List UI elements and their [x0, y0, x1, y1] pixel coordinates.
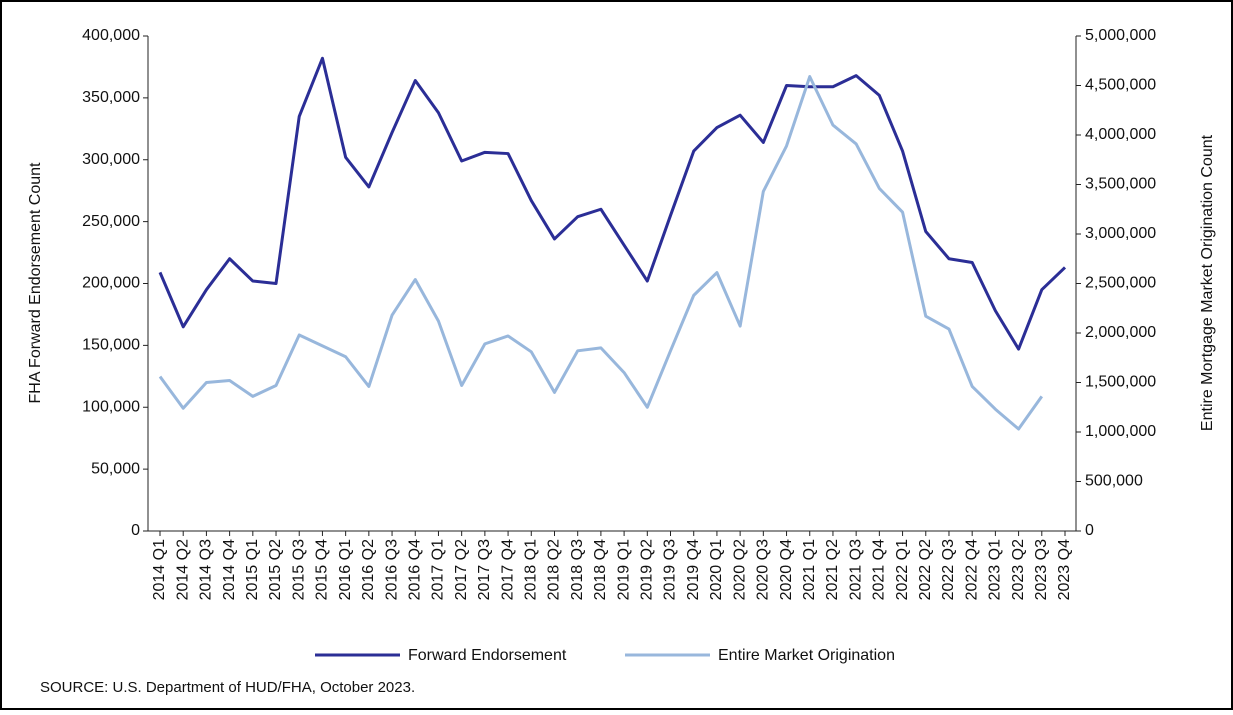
legend-label: Entire Market Origination	[718, 647, 895, 664]
series-line	[158, 75, 1044, 431]
y-tick-label: 350,000	[82, 89, 140, 106]
x-tick-label: 2014 Q3	[198, 539, 215, 600]
y-tick-label: 400,000	[82, 27, 140, 44]
x-tick-label: 2019 Q1	[615, 539, 632, 600]
x-tick-label: 2018 Q2	[546, 539, 563, 600]
y2-tick-label: 2,000,000	[1085, 324, 1156, 341]
x-tick-label: 2017 Q2	[453, 539, 470, 600]
x-tick-label: 2023 Q4	[1056, 539, 1073, 600]
x-tick-label: 2021 Q3	[847, 539, 864, 600]
x-tick-label: 2019 Q2	[639, 539, 656, 600]
x-tick-label: 2023 Q2	[1010, 539, 1027, 600]
x-tick-label: 2019 Q4	[685, 539, 702, 600]
x-tick-label: 2015 Q1	[244, 539, 261, 600]
x-tick-label: 2016 Q1	[337, 539, 354, 600]
y2-axis-title: Entire Mortgage Market Origination Count	[1199, 134, 1216, 431]
y-tick-label: 150,000	[82, 337, 140, 354]
y-tick-label: 0	[131, 522, 140, 539]
x-tick-label: 2018 Q3	[569, 539, 586, 600]
y2-tick-label: 4,500,000	[1085, 77, 1156, 94]
x-tick-label: 2021 Q4	[871, 539, 888, 600]
x-tick-label: 2016 Q4	[406, 539, 423, 600]
y2-tick-label: 5,000,000	[1085, 27, 1156, 44]
x-tick-label: 2023 Q3	[1033, 539, 1050, 600]
x-tick-label: 2018 Q1	[523, 539, 540, 600]
y-axis-title: FHA Forward Endorsement Count	[27, 162, 44, 404]
x-tick-label: 2020 Q4	[778, 539, 795, 600]
y2-tick-label: 0	[1085, 522, 1094, 539]
x-tick-label: 2022 Q4	[963, 539, 980, 600]
series-line	[158, 56, 1067, 351]
x-tick-label: 2015 Q4	[314, 539, 331, 600]
y2-tick-label: 2,500,000	[1085, 275, 1156, 292]
x-tick-label: 2021 Q1	[801, 539, 818, 600]
x-tick-label: 2022 Q3	[940, 539, 957, 600]
x-tick-label: 2014 Q2	[174, 539, 191, 600]
source-note: SOURCE: U.S. Department of HUD/FHA, Octo…	[40, 679, 415, 696]
legend-label: Forward Endorsement	[408, 647, 567, 664]
x-tick-label: 2020 Q1	[708, 539, 725, 600]
x-tick-label: 2022 Q2	[917, 539, 934, 600]
x-tick-label: 2023 Q1	[987, 539, 1004, 600]
x-tick-label: 2014 Q1	[151, 539, 168, 600]
x-tick-label: 2019 Q3	[662, 539, 679, 600]
y-tick-label: 50,000	[91, 460, 140, 477]
y2-tick-label: 3,000,000	[1085, 225, 1156, 242]
x-tick-label: 2016 Q2	[360, 539, 377, 600]
y-tick-label: 200,000	[82, 275, 140, 292]
x-tick-label: 2022 Q1	[894, 539, 911, 600]
x-tick-label: 2017 Q4	[499, 539, 516, 600]
y2-tick-label: 4,000,000	[1085, 126, 1156, 143]
y2-tick-label: 3,500,000	[1085, 176, 1156, 193]
x-tick-label: 2020 Q3	[755, 539, 772, 600]
x-tick-label: 2014 Q4	[221, 539, 238, 600]
x-tick-label: 2021 Q2	[824, 539, 841, 600]
x-tick-label: 2016 Q3	[383, 539, 400, 600]
x-tick-label: 2018 Q4	[592, 539, 609, 600]
x-tick-label: 2017 Q3	[476, 539, 493, 600]
y-tick-label: 100,000	[82, 398, 140, 415]
x-tick-label: 2017 Q1	[430, 539, 447, 600]
y2-tick-label: 500,000	[1085, 473, 1143, 490]
y2-tick-label: 1,500,000	[1085, 374, 1156, 391]
y-tick-label: 250,000	[82, 213, 140, 230]
y-tick-label: 300,000	[82, 151, 140, 168]
x-tick-label: 2015 Q3	[290, 539, 307, 600]
x-tick-label: 2015 Q2	[267, 539, 284, 600]
y2-tick-label: 1,000,000	[1085, 423, 1156, 440]
x-tick-label: 2020 Q2	[731, 539, 748, 600]
